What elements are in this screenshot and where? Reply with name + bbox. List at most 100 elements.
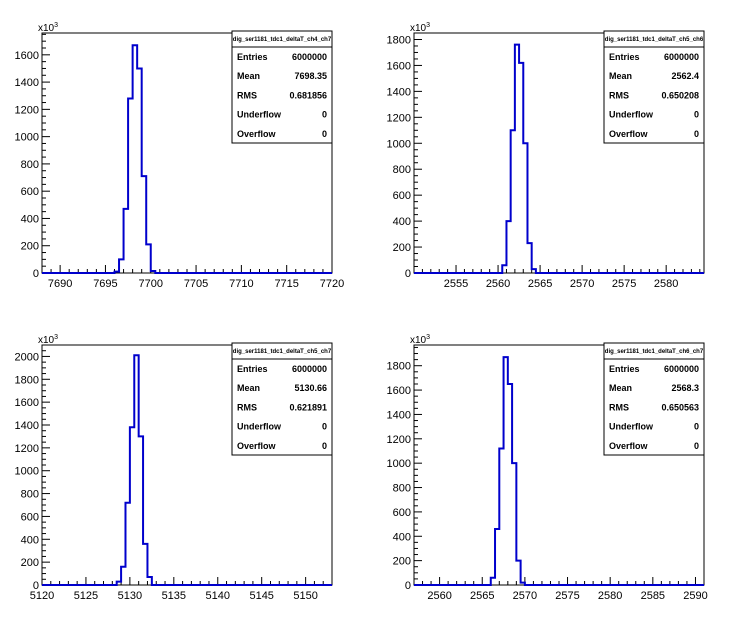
stats-value: 6000000 [292, 364, 327, 374]
y-tick-label: 400 [21, 534, 39, 546]
x-tick-label: 2570 [513, 590, 537, 602]
y-tick-label: 200 [21, 557, 39, 569]
histogram-pad-3: 5120 5125 5130 5135 5140 5145 5150 0 200 400 600 80… [15, 334, 333, 602]
y-tick-label: 400 [393, 216, 411, 228]
y-exponent-label: x103 [38, 334, 58, 346]
y-tick-label: 1000 [15, 132, 39, 144]
stats-label: RMS [609, 402, 629, 412]
histogram-bin [506, 221, 510, 273]
stats-label: Mean [609, 71, 632, 81]
histogram-bin [124, 209, 129, 273]
stats-value: 0.650563 [661, 402, 699, 412]
y-tick-label: 1200 [387, 434, 411, 446]
histogram-bin [499, 449, 503, 585]
y-exponent-power: 3 [426, 334, 430, 341]
x-tick-label: 5135 [162, 590, 186, 602]
stats-label: RMS [237, 90, 257, 100]
stats-label: Overflow [609, 129, 649, 139]
stats-value: 0 [322, 129, 327, 139]
stats-label: Mean [237, 71, 260, 81]
y-tick-label: 600 [393, 507, 411, 519]
stats-value: 0.650208 [661, 90, 699, 100]
x-tick-label: 2580 [654, 278, 678, 290]
stats-value: 0 [694, 110, 699, 120]
x-tick-label: 2565 [528, 278, 552, 290]
stats-value: 0 [322, 110, 327, 120]
y-tick-label: 400 [393, 531, 411, 543]
y-tick-label: 0 [405, 268, 411, 280]
y-tick-label: 0 [405, 580, 411, 592]
histogram-pad-4: 2560 2565 2570 2575 2580 2585 2590 0 200 400 600 80… [387, 334, 708, 602]
x-tick-label: 2580 [598, 590, 622, 602]
stats-value: 0.681856 [289, 90, 327, 100]
histogram-bin [502, 265, 506, 273]
stats-label: Entries [237, 52, 268, 62]
histogram-line [42, 44, 332, 274]
y-tick-label: 1200 [15, 104, 39, 116]
x-tick-label: 7705 [184, 278, 208, 290]
histogram-bin [143, 544, 147, 585]
stats-box-frame [603, 342, 705, 456]
stats-value: 0 [322, 422, 327, 432]
histogram-bin [527, 243, 531, 273]
y-tick-label: 1000 [387, 138, 411, 150]
y-tick-label: 600 [21, 186, 39, 198]
y-tick-label: 1400 [15, 420, 39, 432]
histogram-bin [519, 63, 523, 273]
stats-value: 0 [694, 129, 699, 139]
y-exponent-base: x10 [38, 23, 55, 34]
histogram-bin [146, 244, 151, 273]
stats-value: 6000000 [664, 364, 699, 374]
stats-label: Mean [609, 383, 632, 393]
stats-value: 5130.66 [294, 383, 327, 393]
stats-label: Underflow [237, 422, 282, 432]
y-exponent-power: 3 [426, 22, 430, 29]
stats-box-title: dig_ser1181_tdc1_deltaT_ch4_ch7 [233, 37, 332, 43]
y-tick-label: 1600 [15, 397, 39, 409]
histogram-bin [147, 577, 151, 585]
histogram-bin [532, 269, 536, 273]
y-tick-label: 1800 [15, 374, 39, 386]
histogram-bin [121, 567, 125, 585]
x-tick-label: 2555 [444, 278, 468, 290]
y-tick-label: 600 [393, 190, 411, 202]
y-tick-label: 200 [393, 242, 411, 254]
x-tick-label: 5150 [293, 590, 317, 602]
histogram-bin [504, 357, 508, 585]
stats-value: 0 [322, 441, 327, 451]
y-tick-label: 1600 [15, 50, 39, 62]
y-tick-label: 800 [21, 159, 39, 171]
histogram-bin [511, 130, 515, 273]
x-tick-label: 5125 [74, 590, 98, 602]
y-tick-label: 0 [33, 580, 39, 592]
y-tick-label: 1200 [15, 443, 39, 455]
x-tick-label: 7710 [229, 278, 253, 290]
x-tick-label: 2575 [612, 278, 636, 290]
y-exponent-base: x10 [38, 335, 55, 346]
histogram-bin [495, 529, 499, 585]
stats-label: Underflow [237, 110, 282, 120]
y-exponent-base: x10 [410, 23, 427, 34]
x-tick-label: 2565 [470, 590, 494, 602]
stats-label: RMS [609, 90, 629, 100]
stats-value: 0.621891 [289, 402, 327, 412]
stats-value: 7698.35 [294, 71, 327, 81]
y-tick-label: 1600 [387, 60, 411, 72]
stats-box: dig_ser1181_tdc1_deltaT_ch4_ch7 Entries 60… [231, 30, 333, 144]
stats-value: 6000000 [292, 52, 327, 62]
y-tick-label: 2000 [15, 351, 39, 363]
y-tick-label: 1400 [387, 409, 411, 421]
histogram-bin [119, 259, 124, 273]
stats-value: 0 [694, 441, 699, 451]
histogram-pad-2: 2555 2560 2565 2570 2575 2580 0 200 400 600 800 100… [387, 22, 705, 290]
x-tick-label: 7690 [48, 278, 72, 290]
stats-label: Entries [237, 364, 268, 374]
stats-label: RMS [237, 402, 257, 412]
histogram-bin [130, 427, 134, 585]
histogram-bin [508, 384, 512, 585]
histogram-line [414, 356, 704, 586]
y-tick-label: 1600 [387, 385, 411, 397]
y-tick-label: 800 [393, 164, 411, 176]
histogram-bin [133, 45, 138, 273]
histogram-bin [491, 578, 495, 585]
